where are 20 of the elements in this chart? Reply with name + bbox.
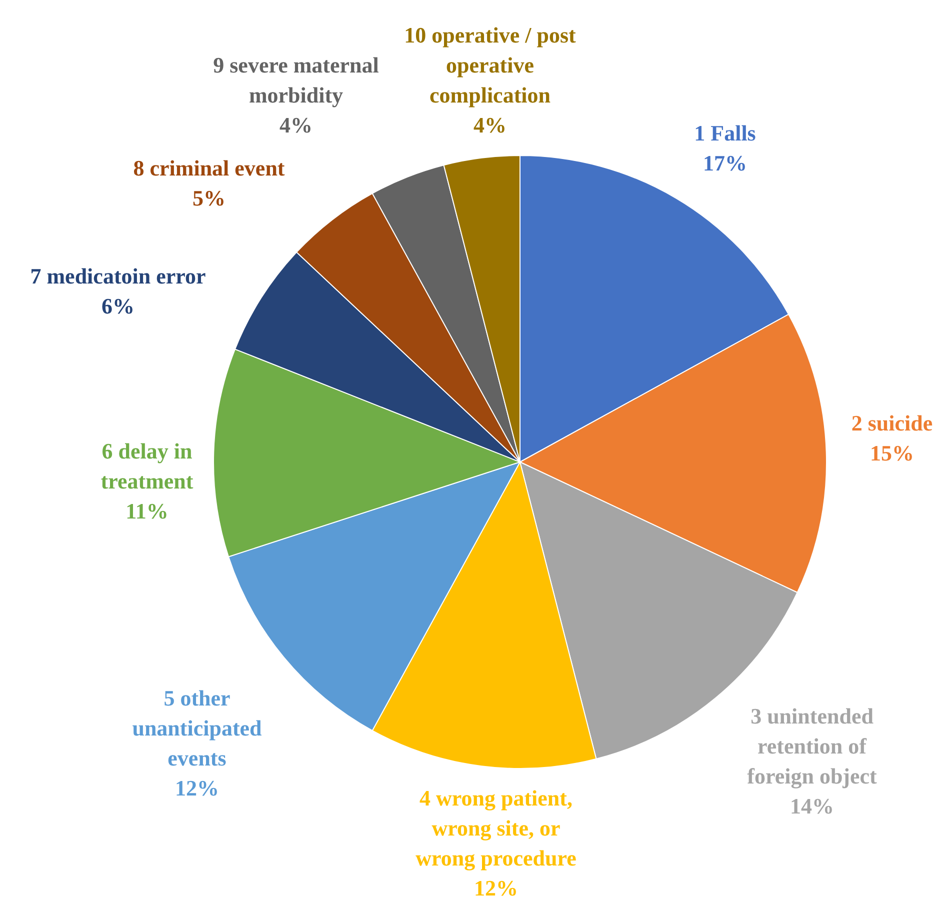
slice-label: 9 severe maternal morbidity [213, 52, 379, 108]
data-label: 15% [870, 440, 914, 466]
data-label: 4% [474, 112, 506, 138]
data-label: 6% [102, 294, 134, 319]
data-label: 4% [280, 112, 312, 138]
slice-label: 6 delay in treatment [100, 438, 194, 494]
data-label: 12% [175, 776, 219, 801]
slice-label: 2 suicide [851, 410, 933, 436]
data-label: 17% [703, 150, 747, 176]
data-label: 14% [790, 794, 834, 819]
data-label: 12% [474, 876, 518, 901]
slice-label: 3 unintended retention of foreign object [747, 704, 878, 789]
slice-label: 8 criminal event [133, 156, 286, 181]
slice-label: 5 other unanticipated events [132, 686, 262, 771]
slice-label: 1 Falls [694, 120, 756, 146]
slice-label: 10 operative / post operative complication [404, 22, 577, 108]
data-label: 11% [126, 498, 168, 524]
slice-label: 4 wrong patient, wrong site, or wrong procedure [416, 786, 577, 871]
slice-label: 7 medicatoin error [30, 264, 206, 289]
data-label: 5% [192, 186, 226, 211]
